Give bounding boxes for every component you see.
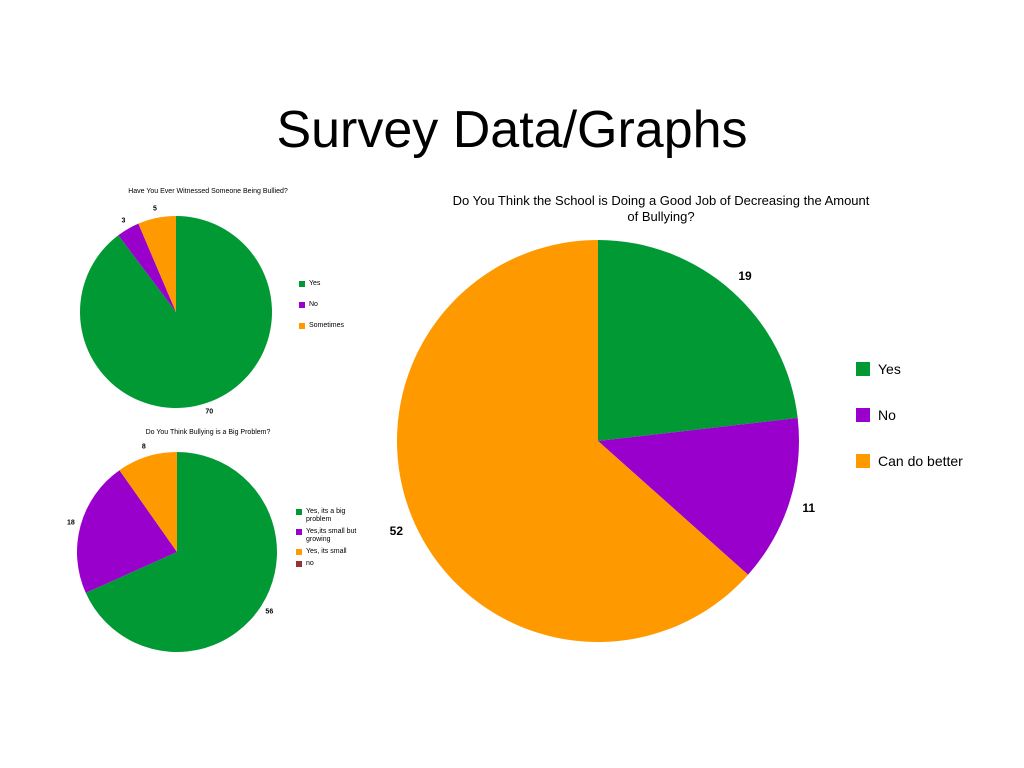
legend-item: No xyxy=(856,407,968,423)
legend-swatch xyxy=(296,529,302,535)
legend-swatch xyxy=(299,322,305,329)
legend-item: Yes, its a big problem xyxy=(296,508,364,524)
chart-title: Have You Ever Witnessed Someone Being Bu… xyxy=(128,188,288,195)
legend-item: Yes,its small but growing xyxy=(296,528,364,544)
legend: Yes No Sometimes xyxy=(299,279,379,330)
legend-swatch xyxy=(296,549,302,555)
legend-swatch xyxy=(296,561,302,567)
slice-label: 70 xyxy=(205,408,214,416)
pie-slice xyxy=(396,240,749,642)
slice-label: 56 xyxy=(265,608,274,616)
pie-slice xyxy=(85,452,278,652)
legend: Yes, its a big problem Yes,its small but … xyxy=(296,508,364,568)
legend: Yes No Can do better xyxy=(856,361,968,469)
chart-title: Do You Think Bullying is a Big Problem? xyxy=(145,429,271,436)
legend-swatch xyxy=(299,280,305,287)
pie-slice xyxy=(598,417,800,575)
slice-label: 52 xyxy=(389,524,404,539)
legend-item: No xyxy=(299,300,379,309)
legend-label: No xyxy=(309,301,318,308)
legend-swatch xyxy=(296,509,302,515)
legend-swatch xyxy=(856,408,870,422)
legend-swatch xyxy=(299,301,305,308)
legend-swatch xyxy=(856,362,870,376)
slice-label: 3 xyxy=(121,217,126,225)
legend-label: Yes, its a big problem xyxy=(306,508,346,523)
slice-label: 11 xyxy=(802,500,816,515)
legend-item: Yes xyxy=(856,361,968,377)
legend-item: Can do better xyxy=(856,453,968,469)
legend-swatch xyxy=(856,454,870,468)
slide-title: Survey Data/Graphs xyxy=(276,101,748,159)
legend-label: Yes,its small but growing xyxy=(306,528,357,543)
legend-label: Can do better xyxy=(878,453,963,469)
chart-title: Do You Think the School is Doing a Good … xyxy=(452,193,870,225)
legend-label: Yes xyxy=(878,361,901,377)
legend-item: no xyxy=(296,560,364,568)
slice-label: 5 xyxy=(153,205,157,213)
legend-label: Yes xyxy=(309,280,321,287)
slice-label: 18 xyxy=(67,519,75,527)
legend-label: Yes, its small xyxy=(306,548,347,555)
legend-label: No xyxy=(878,407,896,423)
pie-slice xyxy=(138,216,176,312)
legend-label: Sometimes xyxy=(309,322,345,329)
pie-slice xyxy=(118,223,176,312)
pie-slice xyxy=(598,240,798,441)
legend-item: Sometimes xyxy=(299,321,379,330)
pie-slice xyxy=(77,470,177,593)
legend-item: Yes, its small xyxy=(296,548,364,556)
pie-slice xyxy=(80,216,273,408)
pie-slice xyxy=(119,452,177,552)
slice-label: 19 xyxy=(738,269,752,283)
legend-label: no xyxy=(306,560,314,567)
slice-label: 8 xyxy=(141,443,146,451)
legend-item: Yes xyxy=(299,279,379,288)
